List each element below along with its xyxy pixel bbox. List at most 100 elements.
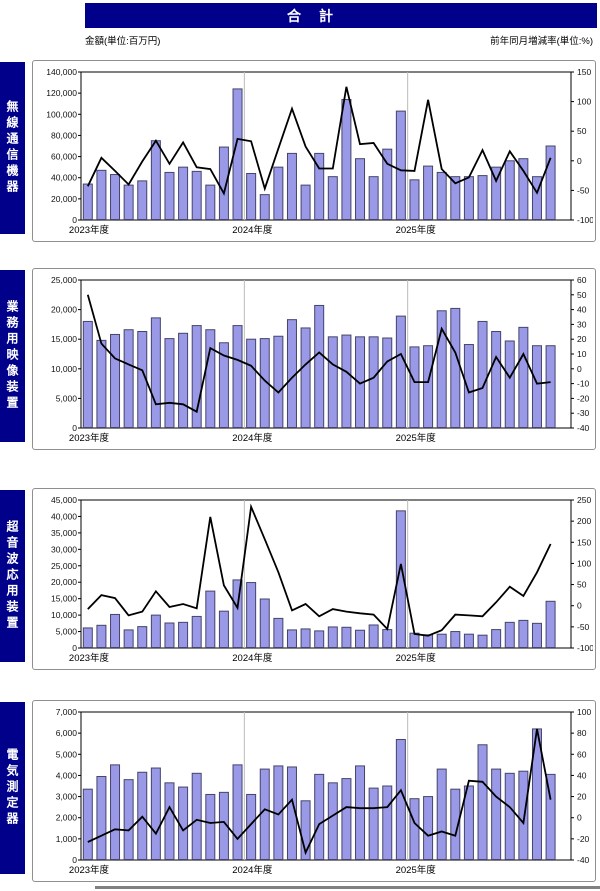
bar-month-value (395, 110, 406, 220)
left-axis-unit-label: 金額(単位:百万円) (85, 36, 161, 47)
x-axis-year-label: 2024年度 (232, 224, 273, 236)
bar-month-value (286, 152, 297, 220)
left-axis-tick-label: 40,000 (51, 173, 77, 183)
right-axis-tick-label: 150 (577, 537, 591, 547)
left-axis-tick-label: 0 (72, 643, 77, 653)
bar-month-value (382, 629, 393, 649)
right-axis-tick-label: -20 (577, 393, 590, 403)
bar-month-value (409, 179, 420, 221)
bar-month-value (96, 624, 107, 649)
bar-month-value (218, 610, 229, 648)
bar-month-value (355, 629, 366, 649)
plot-area (80, 71, 572, 221)
bar-month-value (436, 633, 447, 648)
left-axis-tick-label: 30,000 (51, 544, 77, 554)
chart-panel-3: 2023年度 2024年度 2025年度 0 1,000 2,000 3,000 4,000 5… (32, 700, 596, 882)
bar-month-value (218, 146, 229, 220)
left-axis-tick-label: 2,000 (56, 813, 78, 823)
right-axis-tick-label: -100 (577, 643, 593, 653)
plot-area (80, 711, 572, 861)
yoy-change-line (87, 503, 552, 637)
bar-month-value (205, 329, 216, 429)
left-axis-tick-label: 100,000 (46, 109, 77, 119)
bar-month-value (450, 788, 461, 860)
left-axis-tick-label: 35,000 (51, 528, 77, 538)
bar-month-value (191, 325, 202, 428)
chart-panel-0: 2023年度 2024年度 2025年度 0 20,000 40,000 60,000 80,… (32, 60, 596, 242)
right-axis-tick-label: -30 (577, 408, 590, 418)
bar-month-value (545, 773, 556, 860)
bar-month-value (164, 338, 175, 428)
bar-month-value (355, 158, 366, 220)
bar-month-value (137, 180, 148, 220)
left-axis-tick-label: 20,000 (51, 577, 77, 587)
bar-month-value (368, 624, 379, 649)
bar-month-value (423, 796, 434, 860)
left-axis-tick-label: 80,000 (51, 130, 77, 140)
x-axis-year-label: 2023年度 (69, 224, 110, 236)
left-axis-tick-label: 1,000 (56, 834, 78, 844)
left-axis-tick-label: 6,000 (56, 728, 78, 738)
bar-month-value (531, 622, 542, 648)
bar-month-value (423, 165, 434, 221)
x-axis-year-label: 2023年度 (69, 652, 110, 664)
left-axis-tick-label: 45,000 (51, 495, 77, 505)
right-axis-unit-label: 前年同月増減率(単位:%) (490, 36, 593, 47)
left-axis-tick-label: 0 (72, 855, 77, 865)
left-axis-tick-label: 25,000 (51, 275, 77, 285)
bar-month-value (96, 169, 107, 220)
units-row: 金額(単位:百万円) 前年同月増減率(単位:%) (85, 33, 593, 47)
bar-month-value (96, 339, 107, 428)
page-title: 合 計 (287, 7, 335, 24)
bar-month-value (382, 148, 393, 220)
bar-month-value (423, 634, 434, 649)
bar-month-value (545, 345, 556, 428)
bar-month-value (314, 773, 325, 860)
left-axis-tick-label: 10,000 (51, 364, 77, 374)
bar-month-value (368, 336, 379, 428)
bar-month-value (82, 183, 93, 220)
left-axis-tick-label: 60,000 (51, 152, 77, 162)
yoy-change-line (86, 86, 552, 196)
bar-month-value (164, 622, 175, 648)
bar-month-value (110, 333, 121, 428)
bar-month-value (477, 744, 488, 860)
right-axis-tick-label: 0 (577, 601, 582, 611)
left-axis-tick-label: 140,000 (46, 67, 77, 77)
bar-month-value (191, 170, 202, 220)
bar-month-value (341, 98, 352, 220)
bar-month-value (259, 598, 270, 648)
bar-month-value (314, 152, 325, 220)
bar-month-value (395, 510, 406, 648)
x-axis-year-label: 2024年度 (232, 432, 273, 444)
bar-month-value (110, 613, 121, 648)
bar-month-value (123, 779, 134, 860)
left-axis-tick-label: 10,000 (51, 610, 77, 620)
right-axis-tick-label: 250 (577, 495, 591, 505)
bar-month-value (150, 140, 161, 220)
left-axis-tick-label: 120,000 (46, 88, 77, 98)
bar-month-value (232, 579, 243, 648)
bar-month-value (218, 791, 229, 860)
right-axis-tick-label: 200 (577, 516, 591, 526)
chart-block-electric-measuring: 電気測定器 2023年度 2024年度 2025年度 0 1,000 2,000 3,000… (0, 700, 600, 882)
bar-month-value (368, 176, 379, 220)
right-axis-tick-label: 10 (577, 349, 587, 359)
sidebar-label-text: 電気測定器 (5, 748, 19, 828)
bar-month-value (150, 767, 161, 860)
bar-month-value (246, 172, 257, 221)
bar-month-value (504, 772, 515, 860)
right-axis-tick-label: -10 (577, 379, 590, 389)
bar-month-value (327, 336, 338, 428)
bar-month-value (273, 166, 284, 221)
left-axis-tick-label: 40,000 (51, 511, 77, 521)
bar-month-value (286, 766, 297, 860)
right-axis-tick-label: -40 (577, 423, 590, 433)
left-axis-tick-label: 20,000 (51, 305, 77, 315)
right-axis-tick-label: 150 (577, 67, 591, 77)
bar-month-value (164, 782, 175, 860)
bar-month-value (450, 631, 461, 649)
sidebar-label-pro-video: 業務用映像装置 (0, 270, 25, 442)
bar-month-value (341, 626, 352, 648)
right-axis-tick-label: 80 (577, 728, 587, 738)
